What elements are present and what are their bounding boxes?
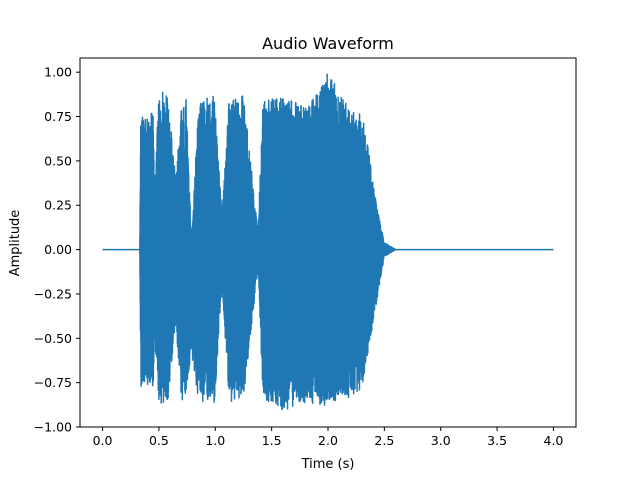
x-tick-label: 3.0: [431, 433, 451, 448]
y-tick-label: −0.50: [34, 331, 72, 346]
x-tick-label: 4.0: [544, 433, 564, 448]
x-tick-label: 2.5: [374, 433, 394, 448]
x-tick-label: 1.0: [205, 433, 225, 448]
x-axis-ticks: 0.0 0.5 1.0 1.5 2.0 2.5 3.0 3.5 4.0: [93, 427, 564, 448]
y-tick-label: −0.75: [34, 375, 72, 390]
x-tick-label: 0.0: [93, 433, 113, 448]
x-tick-label: 3.5: [487, 433, 507, 448]
y-tick-label: 0.25: [44, 198, 72, 213]
x-axis-label: Time (s): [301, 457, 355, 472]
y-tick-label: 0.00: [44, 242, 72, 257]
y-tick-label: 0.75: [44, 109, 72, 124]
y-axis-label: Amplitude: [8, 210, 23, 277]
x-tick-label: 1.5: [262, 433, 282, 448]
plot-area: [101, 73, 555, 411]
x-tick-label: 2.0: [318, 433, 338, 448]
y-axis-ticks: −1.00 −0.75 −0.50 −0.25 0.00 0.25 0.50 0.75 1.00: [34, 65, 80, 435]
y-tick-label: 0.50: [44, 153, 72, 168]
y-tick-label: −0.25: [34, 286, 72, 301]
y-tick-label: −1.00: [34, 420, 72, 435]
waveform-series-line: [101, 73, 555, 411]
y-tick-label: 1.00: [44, 65, 72, 80]
chart-title: Audio Waveform: [262, 34, 394, 53]
x-tick-label: 0.5: [149, 433, 169, 448]
